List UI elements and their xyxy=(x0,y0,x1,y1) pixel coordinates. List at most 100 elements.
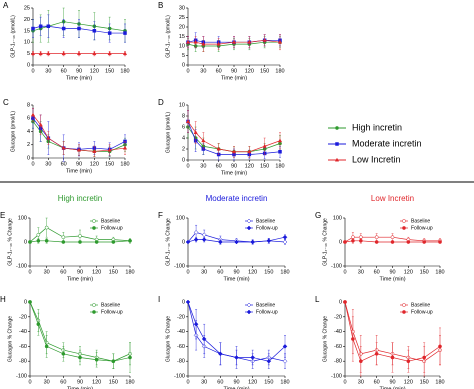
marker xyxy=(266,238,272,244)
x-tick-label: 60 xyxy=(61,68,67,74)
marker xyxy=(262,143,267,148)
y-tick-label: -80 xyxy=(177,359,185,365)
marker xyxy=(92,226,96,230)
y-tick-label: -100 xyxy=(174,373,185,379)
y-tick-label: -100 xyxy=(16,373,27,379)
marker xyxy=(94,240,99,244)
y-tick-label: 0 xyxy=(182,62,185,68)
legend-label: Follow-up xyxy=(256,309,278,315)
y-tick-label: 0 xyxy=(339,239,342,245)
marker xyxy=(438,344,442,349)
x-tick-label: 180 xyxy=(275,163,284,169)
y-axis-label: GLP-1₇₋₃₆ % Change xyxy=(165,218,171,266)
y-tick-label: 10 xyxy=(24,40,30,46)
y-tick-label: 100 xyxy=(333,215,342,221)
marker xyxy=(46,51,51,56)
marker xyxy=(107,51,112,56)
legend-label: Follow-up xyxy=(411,309,433,315)
legend-label: Baseline xyxy=(256,302,275,308)
x-tick-label: 30 xyxy=(358,379,364,385)
legend-label: Baseline xyxy=(411,302,430,308)
x-tick-label: 120 xyxy=(92,269,101,275)
x-tick-label: 120 xyxy=(404,379,413,385)
y-axis-label: Glucagon % Change xyxy=(165,316,171,362)
x-tick-label: 60 xyxy=(217,379,223,385)
x-tick-label: 30 xyxy=(45,161,51,167)
y-tick-label: -20 xyxy=(177,314,185,320)
x-tick-label: 150 xyxy=(260,68,269,74)
y-tick-label: 6 xyxy=(182,124,185,130)
legend-label: Moderate incretin xyxy=(352,138,422,148)
x-tick-label: 90 xyxy=(77,269,83,275)
y-tick-label: 4 xyxy=(27,129,30,135)
x-tick-label: 60 xyxy=(374,379,380,385)
y-axis-label: GLP-1₇₋₃₆ (pmol/L) xyxy=(165,15,171,58)
x-tick-label: 180 xyxy=(125,379,134,385)
marker xyxy=(30,112,36,117)
x-tick-label: 30 xyxy=(200,163,206,169)
panel-label: F xyxy=(158,211,163,220)
x-tick-label: 120 xyxy=(92,379,101,385)
marker xyxy=(278,150,282,154)
y-tick-label: 4 xyxy=(182,135,185,141)
marker xyxy=(282,239,288,245)
marker xyxy=(185,239,191,245)
marker xyxy=(262,37,267,42)
marker xyxy=(28,240,32,244)
marker xyxy=(123,31,127,35)
y-tick-label: 30 xyxy=(179,5,185,11)
x-tick-label: 180 xyxy=(280,269,289,275)
x-tick-label: 0 xyxy=(186,163,189,169)
y-tick-label: 20 xyxy=(24,17,30,23)
marker xyxy=(28,300,32,304)
marker xyxy=(78,234,82,238)
y-tick-label: -60 xyxy=(19,344,27,350)
y-tick-label: -40 xyxy=(19,329,27,335)
y-tick-label: -100 xyxy=(174,263,185,269)
x-axis-label: Time (min) xyxy=(379,386,405,389)
marker xyxy=(46,135,51,140)
y-tick-label: 15 xyxy=(179,34,185,40)
marker xyxy=(246,225,252,231)
y-tick-label: -40 xyxy=(177,329,185,335)
marker xyxy=(44,238,49,243)
x-tick-label: 150 xyxy=(109,379,118,385)
marker xyxy=(61,240,66,244)
y-axis-label: Glucagon (pmol/L) xyxy=(10,111,16,152)
marker xyxy=(193,321,199,327)
x-tick-label: 30 xyxy=(45,68,51,74)
y-tick-label: 20 xyxy=(179,24,185,30)
marker xyxy=(107,147,112,152)
marker xyxy=(61,26,66,31)
marker xyxy=(185,39,191,44)
x-tick-label: 150 xyxy=(105,68,114,74)
marker xyxy=(343,300,347,304)
legend-label: Follow-up xyxy=(411,225,433,231)
y-tick-label: 0 xyxy=(182,157,185,163)
series-line xyxy=(344,301,441,362)
legend-label: Follow-up xyxy=(101,309,123,315)
marker xyxy=(128,355,132,360)
marker xyxy=(46,24,51,28)
x-tick-label: 90 xyxy=(76,161,82,167)
y-tick-label: 0 xyxy=(27,62,30,68)
x-axis-label: Time (min) xyxy=(67,276,93,282)
x-tick-label: 60 xyxy=(217,269,223,275)
x-tick-label: 180 xyxy=(280,379,289,385)
marker xyxy=(92,303,96,307)
marker xyxy=(92,310,96,314)
marker xyxy=(36,232,41,237)
marker xyxy=(282,358,288,364)
panel-title: High incretin xyxy=(58,194,102,203)
y-tick-label: 10 xyxy=(179,102,185,108)
legend-label: Follow-up xyxy=(256,225,278,231)
panel-label: G xyxy=(315,211,321,220)
marker xyxy=(390,355,395,360)
marker xyxy=(36,238,41,243)
x-axis-label: Time (min) xyxy=(221,75,247,81)
x-tick-label: 120 xyxy=(245,68,254,74)
marker xyxy=(78,355,82,360)
x-tick-label: 0 xyxy=(186,68,189,74)
marker xyxy=(61,51,66,56)
marker xyxy=(234,239,239,245)
